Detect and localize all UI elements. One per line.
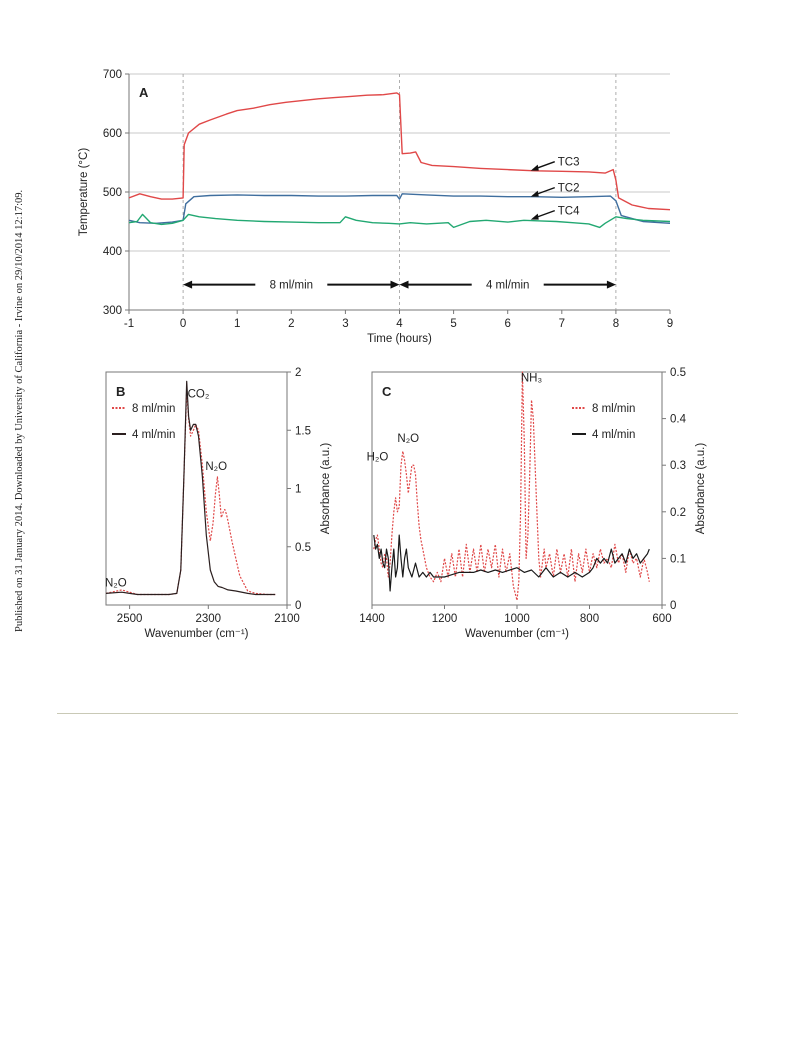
y-tick-label: 0.5 [295,542,311,554]
legend-label: 4 ml/min [592,429,635,441]
x-tick-label: 6 [504,318,510,330]
peak-label: N₂O [397,433,419,445]
x-tick-label: 800 [580,613,599,625]
divider [57,713,738,714]
x-tick-label: 9 [667,318,673,330]
y-axis-label: Absorbance (a.u.) [695,443,707,535]
legend-label: 8 ml/min [132,403,175,415]
series-line-4-ml-min [105,380,276,596]
x-tick-label: 0 [180,318,186,330]
x-tick-label: 2 [288,318,294,330]
y-tick-label: 0.5 [670,367,686,379]
x-axis-label: Wavenumber (cm⁻¹) [144,628,248,640]
series-label: TC2 [558,183,580,195]
flow-label: 4 ml/min [486,280,529,292]
y-tick-label: 0 [670,600,676,612]
x-tick-label: 1200 [432,613,458,625]
y-axis-label: Temperature (°C) [78,148,90,236]
y-tick-label: 300 [103,305,122,317]
x-tick-label: 7 [559,318,565,330]
x-tick-label: 2100 [274,613,300,625]
series-line-4-ml-min [373,534,650,592]
x-tick-label: 4 [396,318,403,330]
y-tick-label: 600 [103,128,122,140]
series-label: TC3 [558,157,580,169]
series-line-8-ml-min [373,371,650,601]
x-tick-label: 8 [613,318,619,330]
panel-letter: B [116,384,125,399]
x-tick-label: 2300 [196,613,222,625]
y-tick-label: 1 [295,484,301,496]
peak-label: H₂O [367,452,389,464]
legend-label: 4 ml/min [132,429,175,441]
y-tick-label: 0.3 [670,460,686,472]
series-line-tc4 [128,213,671,229]
annotation-arrowhead [530,190,539,197]
y-tick-label: 0 [295,600,301,612]
y-tick-label: 0.4 [670,414,687,426]
x-tick-label: 1 [234,318,240,330]
x-axis-label: Time (hours) [367,333,432,345]
x-tick-label: 3 [342,318,348,330]
series-line-tc2 [128,193,671,225]
x-tick-label: 1400 [359,613,385,625]
y-tick-label: 0.2 [670,507,686,519]
series-line-8-ml-min [105,388,276,596]
x-tick-label: 1000 [504,613,530,625]
panel-c: 0 0.1 0.2 0.3 0.4 0.5 1400 1200 1000 800 600 Wavenu… [359,367,707,640]
y-tick-label: 0.1 [670,553,686,565]
panel-letter: A [139,85,149,100]
series-label: TC4 [558,206,580,218]
annotation-arrowhead [530,213,539,220]
peak-label: N₂O [205,461,227,473]
x-tick-label: 5 [450,318,456,330]
y-tick-label: 500 [103,187,122,199]
flow-arrowhead-left [399,280,409,289]
y-tick-label: 400 [103,246,122,258]
flow-label: 8 ml/min [270,280,313,292]
panel-letter: C [382,384,392,399]
y-tick-label: 2 [295,367,301,379]
peak-label: NH₃ [521,372,543,384]
y-tick-label: 700 [103,69,122,81]
y-axis-label: Absorbance (a.u.) [320,443,332,535]
legend-label: 8 ml/min [592,403,635,415]
peak-label: CO₂ [188,389,210,401]
panel-b: 0 0.5 1 1.5 2 2500 2300 2100 Wavenumber (cm⁻¹) Ab… [105,367,332,640]
annotation-arrowhead [530,164,539,171]
flow-arrowhead-right [390,280,400,289]
panel-a: 300 400 500 600 700 -1 0 1 2 3 4 5 6 7 8 9 Time (hours) T… [78,69,673,345]
x-axis-label: Wavenumber (cm⁻¹) [465,628,569,640]
flow-arrowhead-right [606,280,616,289]
y-tick-label: 1.5 [295,425,311,437]
peak-label: N₂O [105,577,127,589]
series-line-tc3 [128,92,671,211]
flow-arrowhead-left [183,280,193,289]
x-tick-label: 600 [652,613,671,625]
x-tick-label: -1 [124,318,134,330]
x-tick-label: 2500 [117,613,143,625]
